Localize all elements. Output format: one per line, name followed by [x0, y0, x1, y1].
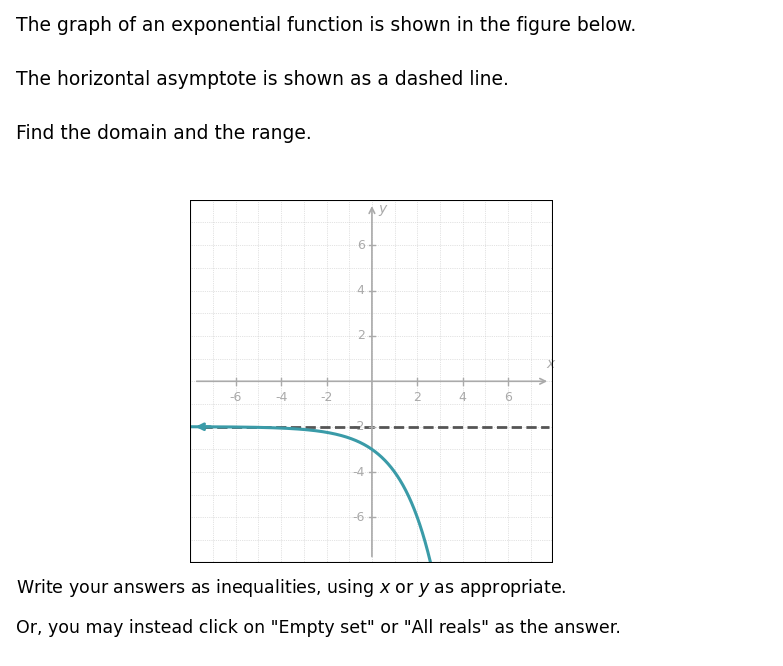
Text: The graph of an exponential function is shown in the figure below.: The graph of an exponential function is … [16, 15, 636, 35]
Text: -6: -6 [229, 392, 242, 404]
Text: The horizontal asymptote is shown as a dashed line.: The horizontal asymptote is shown as a d… [16, 69, 508, 89]
Text: Write your answers as inequalities, using $x$ or $y$ as appropriate.: Write your answers as inequalities, usin… [16, 577, 566, 599]
Text: 4: 4 [357, 284, 365, 297]
Text: -4: -4 [275, 392, 287, 404]
Text: Or, you may instead click on "Empty set" or "All reals" as the answer.: Or, you may instead click on "Empty set"… [16, 619, 621, 637]
Text: Find the domain and the range.: Find the domain and the range. [16, 124, 312, 143]
Text: 4: 4 [459, 392, 467, 404]
Text: y: y [379, 202, 387, 216]
Text: 2: 2 [413, 392, 421, 404]
Text: -6: -6 [352, 511, 365, 524]
Text: -4: -4 [352, 466, 365, 479]
Text: 2: 2 [357, 330, 365, 342]
Text: 6: 6 [504, 392, 512, 404]
Text: -2: -2 [320, 392, 333, 404]
Text: x: x [546, 357, 554, 371]
Text: 6: 6 [357, 238, 365, 252]
Text: -2: -2 [352, 420, 365, 433]
